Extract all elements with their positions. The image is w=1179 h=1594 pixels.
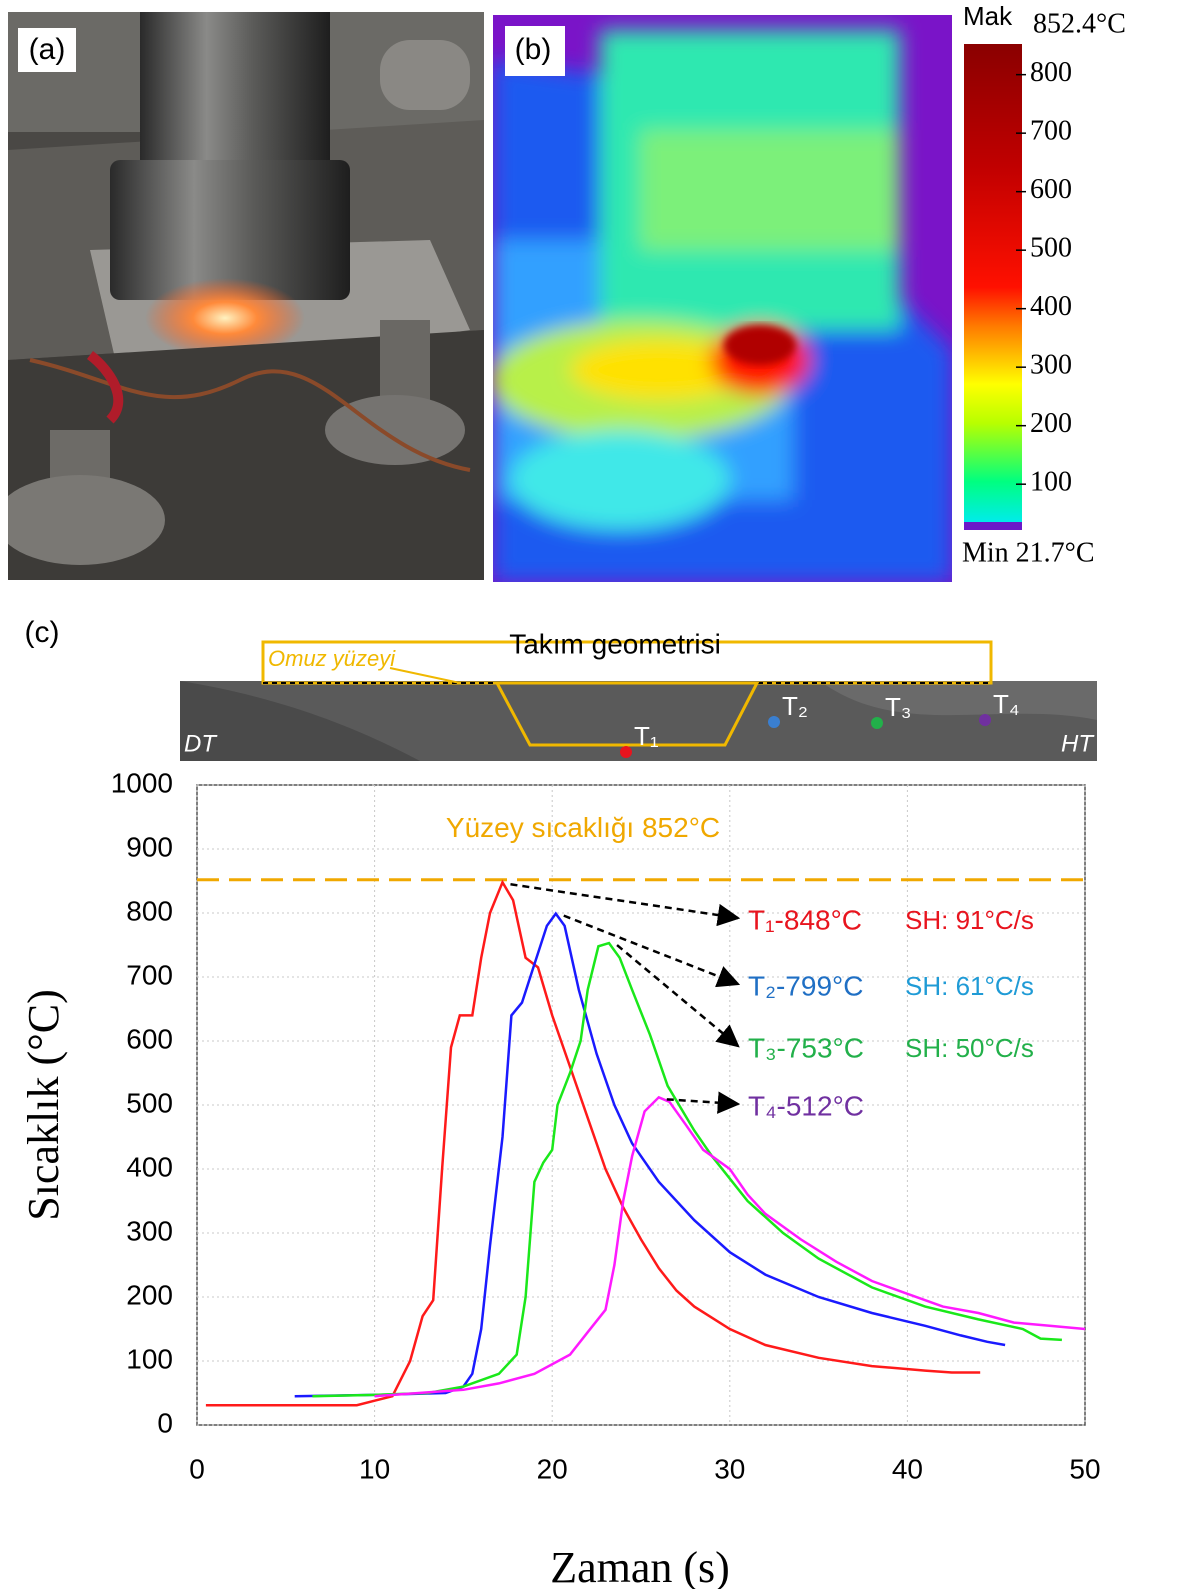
colorbar-min-band [964, 522, 1022, 530]
shoulder-label: Omuz yüzeyi [268, 646, 396, 671]
colorbar-tick-label: 200 [1030, 408, 1072, 439]
colorbar-min: Min 21.7°C [962, 537, 1095, 568]
photo-a [8, 12, 484, 580]
series-line [374, 1095, 1086, 1398]
series-line [294, 911, 1006, 1398]
geometry-title: Takım geometrisi [509, 628, 721, 659]
y-tick-label: 500 [126, 1087, 173, 1118]
peak-label: T₄-512°C [748, 1090, 864, 1121]
tool-geometry [180, 640, 1097, 761]
y-tick-label: 200 [126, 1279, 173, 1310]
thermal-image [493, 15, 952, 582]
y-axis-title: Sıcaklık (°C) [19, 989, 68, 1220]
peak-label: T₁-848°C [748, 904, 862, 935]
rate-label: SH: 61°C/s [905, 971, 1034, 1001]
colorbar: 100 200 300 400 500 600 700 800 [964, 44, 1072, 530]
peak-label: T₂-799°C [748, 970, 863, 1001]
y-tick-label: 0 [157, 1407, 173, 1438]
thermocouple-dot [871, 717, 883, 729]
thermocouple-label: T₄ [993, 689, 1020, 719]
panel-label: (c) [25, 616, 60, 649]
series-line [312, 941, 1062, 1398]
annotation-arrow [616, 944, 740, 1048]
thermocouple-dot [979, 714, 991, 726]
x-tick-label: 10 [359, 1453, 390, 1484]
reference-label: Yüzey sıcaklığı 852°C [446, 812, 720, 843]
rate-label: SH: 50°C/s [905, 1033, 1034, 1063]
colorbar-tick-label: 600 [1030, 174, 1072, 205]
panel-label: (a) [29, 33, 66, 66]
x-tick-label: 30 [714, 1453, 745, 1484]
x-tick-label: 0 [189, 1453, 205, 1484]
x-tick-label: 50 [1069, 1453, 1100, 1484]
colorbar-tick-label: 100 [1030, 467, 1072, 498]
thermocouple-label: T₂ [782, 691, 808, 721]
colorbar-max-label: Mak [963, 1, 1013, 31]
x-tick-label: 40 [892, 1453, 923, 1484]
side-label: DT [184, 730, 218, 757]
colorbar-ramp [964, 44, 1022, 530]
y-tick-label: 800 [126, 895, 173, 926]
panel-label-box [505, 26, 565, 76]
y-tick-label: 100 [126, 1343, 173, 1374]
series-line [205, 879, 981, 1407]
colorbar-tick-label: 700 [1030, 116, 1072, 147]
rate-label: SH: 91°C/s [905, 905, 1034, 935]
y-tick-label: 600 [126, 1023, 173, 1054]
y-tick-label: 300 [126, 1215, 173, 1246]
y-tick-label: 1000 [111, 767, 173, 798]
colorbar-tick-label: 500 [1030, 233, 1072, 264]
annotation-arrow [510, 883, 741, 927]
x-tick-label: 20 [537, 1453, 568, 1484]
colorbar-tick-label: 800 [1030, 57, 1072, 88]
peak-label: T₃-753°C [748, 1032, 864, 1063]
colorbar-tick-label: 400 [1030, 291, 1072, 322]
x-axis-title: Zaman (s) [550, 1543, 730, 1589]
colorbar-max: 852.4°C [1033, 8, 1126, 39]
thermocouple-label: T₁ [634, 721, 659, 751]
thermocouple-dot [620, 746, 632, 758]
y-tick-label: 700 [126, 959, 173, 990]
y-tick-label: 900 [126, 831, 173, 862]
panel-label-box [18, 28, 76, 72]
side-label: HT [1061, 730, 1095, 757]
thermocouple-label: T₃ [885, 692, 911, 722]
y-tick-label: 400 [126, 1151, 173, 1182]
colorbar-tick-label: 300 [1030, 350, 1072, 381]
thermocouple-dot [768, 716, 780, 728]
panel-label: (b) [515, 33, 552, 66]
